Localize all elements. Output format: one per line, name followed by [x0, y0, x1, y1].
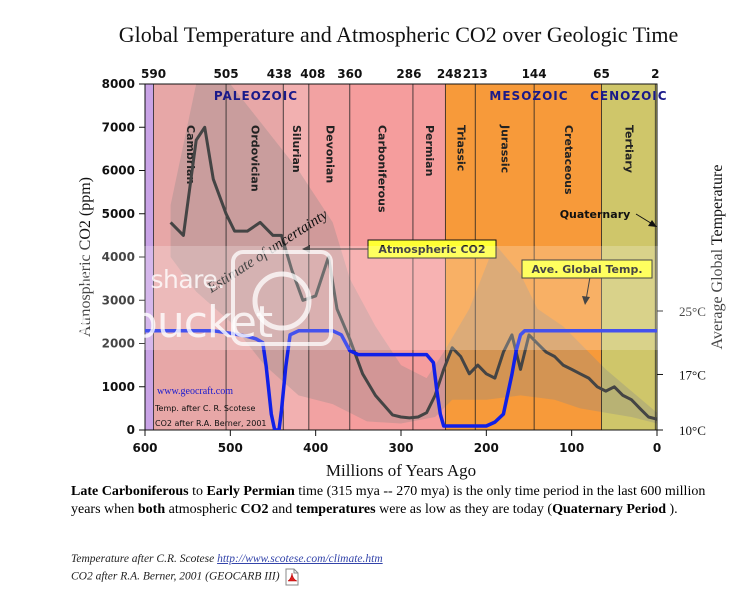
top-tick-label: 408 — [300, 67, 325, 81]
chart-svg: Cambrian Ordovician Silurian Devonian Carbon… — [0, 67, 741, 480]
y-tick-label: 4000 — [102, 250, 135, 264]
caption-text-12: ). — [665, 502, 678, 517]
period-label-ordovician: Ordovician — [249, 125, 262, 192]
band-precambrian — [145, 84, 154, 430]
y-tick-label: 6000 — [102, 164, 135, 178]
period-label-cretaceous: Cretaceous — [562, 125, 575, 195]
y-tick-label: 2000 — [102, 337, 135, 351]
watermark-line-2: photobucket — [8, 297, 273, 348]
x-tick-label: 300 — [388, 441, 413, 455]
period-label-triassic: Triassic — [454, 125, 467, 171]
top-tick-label: 2 — [651, 67, 659, 81]
top-tick-label: 144 — [522, 67, 547, 81]
caption-text-6: atmospheric — [165, 502, 241, 517]
x-tick-label: 600 — [132, 441, 157, 455]
x-tick-label: 200 — [474, 441, 499, 455]
right-tick-label: 25°C — [679, 304, 706, 319]
top-tick-label: 505 — [214, 67, 239, 81]
caption-bold-1: Late Carboniferous — [71, 484, 189, 499]
co2-label-box — [367, 239, 497, 259]
credit-temp-text: Temperature after C.R. Scotese — [71, 553, 218, 565]
quaternary-pointer-arrow — [648, 220, 657, 227]
geocraft-label: www.geocraft.com — [157, 386, 233, 397]
pdf-file-icon[interactable] — [284, 568, 300, 586]
y-tick-label: 3000 — [102, 293, 135, 307]
watermark-camera-icon — [231, 250, 333, 346]
band-quaternary — [655, 84, 657, 430]
uncertainty-band — [170, 84, 657, 424]
quaternary-label: Quaternary — [560, 208, 631, 221]
co2-label-text: Atmospheric CO2 — [378, 243, 485, 256]
right-tick-label: 10°C — [679, 423, 706, 438]
top-tick-label: 248 — [437, 67, 462, 81]
caption-bold-7: CO2 — [240, 502, 269, 517]
caption: Late Carboniferous to Early Permian time… — [71, 483, 721, 519]
scotese-link[interactable]: http://www.scotese.com/climate.htm — [217, 553, 383, 565]
top-tick-label: 65 — [593, 67, 610, 81]
y-tick-label: 0 — [127, 423, 135, 437]
credit-line-1: Temperature after C.R. Scotese http://ww… — [71, 551, 383, 568]
caption-text-10: were as low as they are today ( — [375, 502, 553, 517]
credits: Temperature after C.R. Scotese http://ww… — [71, 551, 383, 586]
x-tick-label: 400 — [303, 441, 328, 455]
x-tick-label: 500 — [218, 441, 243, 455]
period-band-cambrian — [153, 84, 227, 430]
caption-text-2: to — [188, 484, 207, 499]
x-axis-title: Millions of Years Ago — [326, 461, 476, 480]
period-label-carboniferous: Carboniferous — [375, 125, 388, 213]
y-tick-label: 8000 — [102, 77, 135, 91]
temp-series-line — [145, 329, 657, 430]
credit-line-2: CO2 after R.A. Berner, 2001 (GEOCARB III… — [71, 568, 383, 586]
y-axis-title-left: Atmospheric CO2 (ppm) — [77, 177, 94, 337]
credit-co2-label: CO2 after R.A. Berner, 2001 — [155, 419, 267, 428]
top-tick-label: 286 — [396, 67, 421, 81]
x-tick-label: 100 — [559, 441, 584, 455]
temp-label-box — [521, 259, 653, 279]
caption-text-8: and — [268, 502, 296, 517]
y-tick-label: 7000 — [102, 120, 135, 134]
caption-text-4: time (315 mya -- 270 mya) is the only ti… — [71, 484, 706, 517]
temp-label-text: Ave. Global Temp. — [531, 263, 642, 276]
y-tick-label: 5000 — [102, 207, 135, 221]
watermark-band — [0, 246, 741, 350]
temp-pointer-line — [585, 276, 591, 301]
temp-pointer-arrow — [582, 296, 590, 305]
period-label-permian: Permian — [423, 125, 436, 176]
period-label-devonian: Devonian — [323, 125, 336, 183]
era-label-paleozoic: PALEOZOIC — [214, 89, 298, 103]
credit-co2-text: CO2 after R.A. Berner, 2001 (GEOCARB III… — [71, 570, 280, 583]
x-tick-label: 0 — [653, 441, 661, 455]
caption-bold-9: temperatures — [295, 502, 376, 517]
period-label-tertiary: Tertiary — [622, 125, 635, 173]
period-band-cretaceous — [534, 84, 602, 430]
era-label-mesozoic: MESOZOIC — [489, 89, 568, 103]
credit-temp-label: Temp. after C. R. Scotese — [154, 404, 256, 413]
caption-bold-3: Early Permian — [206, 484, 295, 499]
watermark-line-1: host. store. share. — [8, 265, 225, 294]
top-tick-label: 438 — [267, 67, 292, 81]
caption-bold-5: both — [137, 502, 166, 517]
caption-bold-11: Quaternary Period — [552, 502, 666, 517]
right-tick-label: 17°C — [679, 367, 706, 382]
co2-series-line — [169, 125, 657, 421]
top-tick-label: 590 — [141, 67, 166, 81]
top-tick-label: 213 — [463, 67, 488, 81]
watermark-lens-icon — [252, 271, 312, 331]
y-axis-title-right: Average Global Temperature — [709, 165, 726, 350]
chart-title: Global Temperature and Atmospheric CO2 o… — [118, 22, 679, 47]
period-band-tertiary — [601, 84, 656, 430]
era-label-cenozoic: CENOZOIC — [590, 89, 667, 103]
top-tick-label: 360 — [337, 67, 362, 81]
y-tick-label: 1000 — [102, 380, 135, 394]
period-label-silurian: Silurian — [290, 125, 303, 173]
period-label-jurassic: Jurassic — [499, 124, 512, 173]
